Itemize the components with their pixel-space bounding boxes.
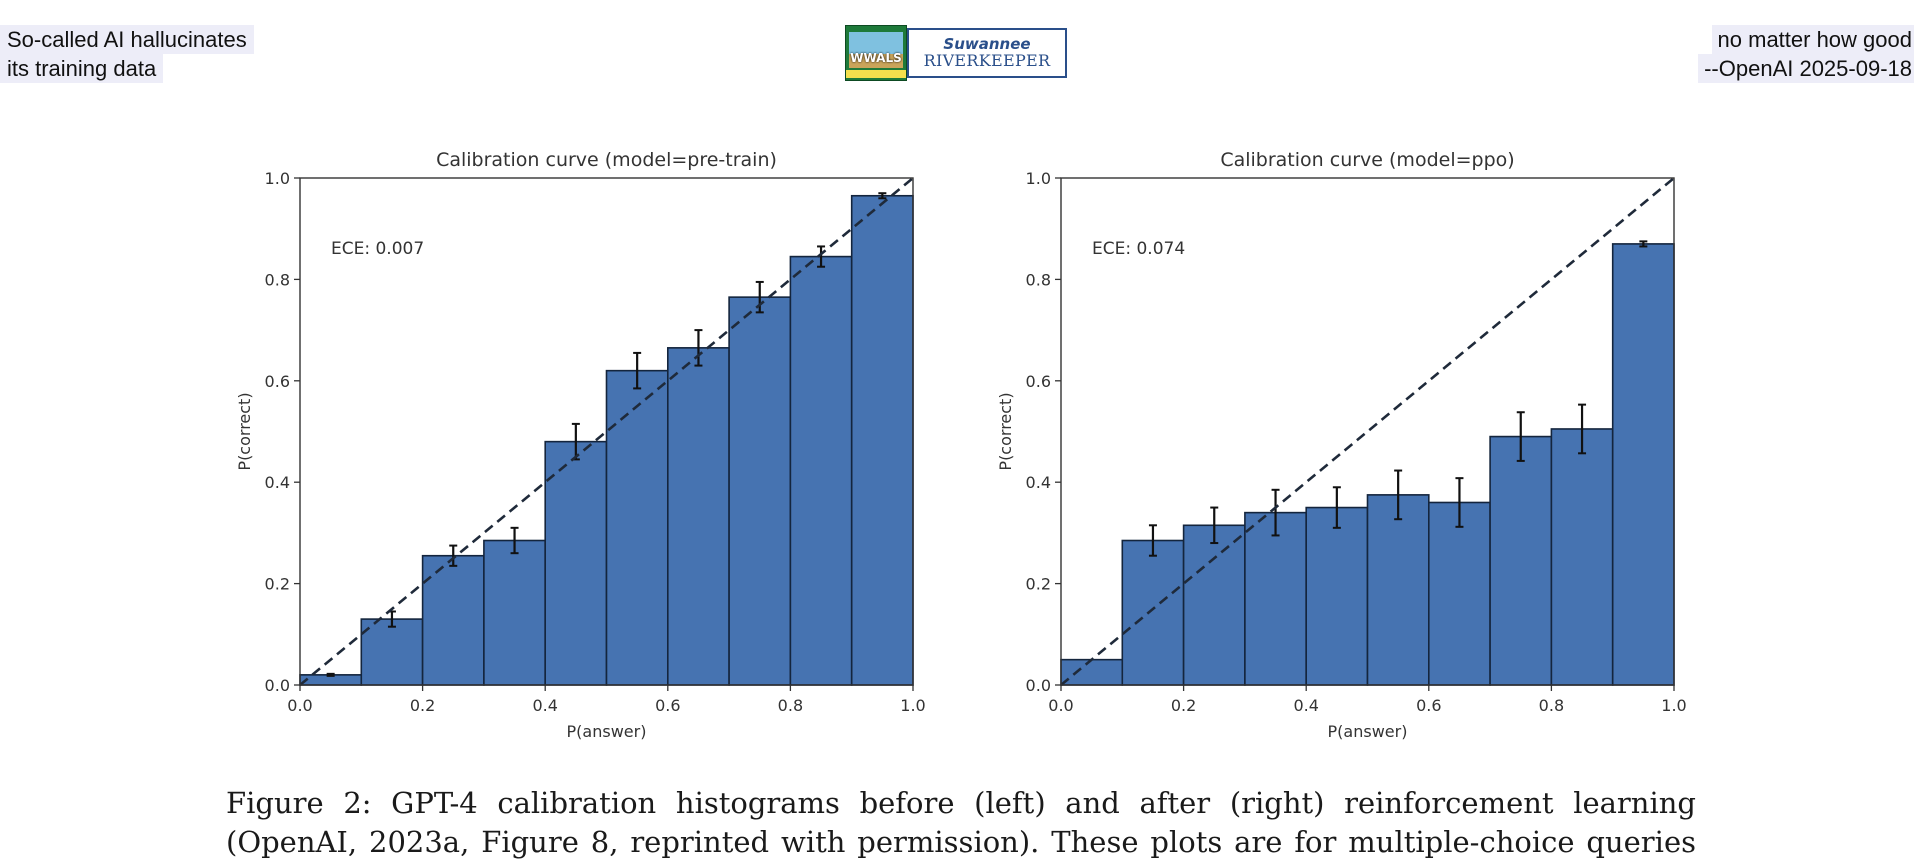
bar-ppo-3 bbox=[1244, 511, 1308, 686]
y-tick-label: 0.6 bbox=[265, 372, 290, 391]
bar-ppo-4 bbox=[1305, 506, 1369, 686]
y-tick-label: 1.0 bbox=[265, 169, 290, 188]
bar-ppo-8 bbox=[1550, 428, 1614, 686]
y-axis-label: P(correct) bbox=[235, 392, 254, 470]
bar-pretrain-3 bbox=[483, 539, 546, 686]
x-tick-label: 1.0 bbox=[1661, 696, 1686, 715]
perfect-calibration-line bbox=[299, 176, 914, 687]
calibration-charts: 0.0 0.2 0.4 0.6 0.8 1.0 0.0 0.2 0.4 0.6 0.8 1.0 Cali… bbox=[235, 149, 1687, 741]
riverkeeper-logo: Suwannee RIVERKEEPER bbox=[907, 28, 1067, 78]
bar-pretrain-5 bbox=[605, 369, 669, 686]
riverkeeper-logo-line2: RIVERKEEPER bbox=[923, 51, 1051, 70]
y-tick-label: 1.0 bbox=[1026, 169, 1051, 188]
header-left-quote: So-called AI hallucinates its training d… bbox=[0, 25, 254, 83]
y-tick-label: 0.2 bbox=[1026, 575, 1051, 594]
bar-pretrain-2 bbox=[421, 554, 485, 686]
perfect-calibration-line bbox=[1060, 176, 1675, 687]
y-tick-label: 0.0 bbox=[265, 676, 290, 695]
bar-pretrain-8 bbox=[789, 255, 853, 686]
bar-pretrain-4 bbox=[544, 440, 608, 686]
ece-annotation: ECE: 0.074 bbox=[1092, 239, 1185, 259]
bar-ppo-7 bbox=[1489, 435, 1553, 686]
chart-title: Calibration curve (model=pre-train) bbox=[436, 149, 777, 171]
x-tick-label: 0.8 bbox=[1539, 696, 1564, 715]
bar-ppo-9 bbox=[1611, 243, 1675, 686]
bar-pretrain-1 bbox=[360, 618, 424, 686]
x-tick-label: 0.4 bbox=[1293, 696, 1318, 715]
riverkeeper-logo-line1: Suwannee bbox=[943, 35, 1031, 53]
bar-pretrain-9 bbox=[850, 194, 914, 686]
wwals-logo-text: WWALS bbox=[850, 51, 902, 65]
caption-line-1: Figure 2: GPT-4 calibration histograms b… bbox=[226, 786, 1696, 820]
x-tick-label: 1.0 bbox=[900, 696, 925, 715]
bar-ppo-6 bbox=[1428, 501, 1491, 686]
y-tick-label: 0.8 bbox=[265, 270, 290, 289]
axes-frame bbox=[299, 177, 914, 686]
x-tick-label: 0.2 bbox=[1171, 696, 1196, 715]
header-left-line-1: So-called AI hallucinates bbox=[0, 25, 254, 54]
bar-ppo-2 bbox=[1182, 524, 1246, 686]
bar-ppo-0 bbox=[1060, 658, 1124, 686]
y-tick-label: 0.2 bbox=[265, 575, 290, 594]
bar-ppo-1 bbox=[1121, 539, 1185, 686]
x-tick-label: 0.0 bbox=[1048, 696, 1073, 715]
x-tick-label: 0.6 bbox=[655, 696, 680, 715]
ece-annotation: ECE: 0.007 bbox=[331, 239, 424, 259]
wwals-logo-icon: WWALS bbox=[845, 25, 907, 81]
x-axis-label: P(answer) bbox=[1328, 722, 1408, 741]
chart-title: Calibration curve (model=ppo) bbox=[1220, 149, 1514, 171]
bar-pretrain-7 bbox=[728, 296, 792, 686]
x-tick-label: 0.0 bbox=[287, 696, 312, 715]
x-tick-label: 0.2 bbox=[410, 696, 435, 715]
x-axis-label: P(answer) bbox=[567, 722, 647, 741]
x-tick-label: 0.8 bbox=[778, 696, 803, 715]
bar-ppo-5 bbox=[1366, 494, 1430, 686]
y-tick-label: 0.8 bbox=[1026, 270, 1051, 289]
header-left-line-2: its training data bbox=[0, 54, 164, 83]
x-tick-label: 0.6 bbox=[1416, 696, 1441, 715]
figure-caption: Figure 2: GPT-4 calibration histograms b… bbox=[226, 784, 1696, 862]
header-right-quote: no matter how good --OpenAI 2025-09-18 bbox=[1698, 25, 1914, 83]
y-tick-label: 0.0 bbox=[1026, 676, 1051, 695]
bar-pretrain-6 bbox=[666, 347, 730, 686]
y-tick-label: 0.6 bbox=[1026, 372, 1051, 391]
axes-frame bbox=[1060, 177, 1675, 686]
y-tick-label: 0.4 bbox=[1026, 473, 1051, 492]
x-tick-label: 0.4 bbox=[532, 696, 557, 715]
header-right-line-1: no matter how good bbox=[1711, 25, 1914, 54]
y-axis-label: P(correct) bbox=[996, 392, 1015, 470]
wwals-riverkeeper-logo[interactable]: WWALS Suwannee RIVERKEEPER bbox=[845, 25, 1067, 81]
header-right-line-2: --OpenAI 2025-09-18 bbox=[1698, 54, 1914, 83]
y-tick-label: 0.4 bbox=[265, 473, 290, 492]
caption-line-2: (OpenAI, 2023a, Figure 8, reprinted with… bbox=[226, 825, 1696, 859]
